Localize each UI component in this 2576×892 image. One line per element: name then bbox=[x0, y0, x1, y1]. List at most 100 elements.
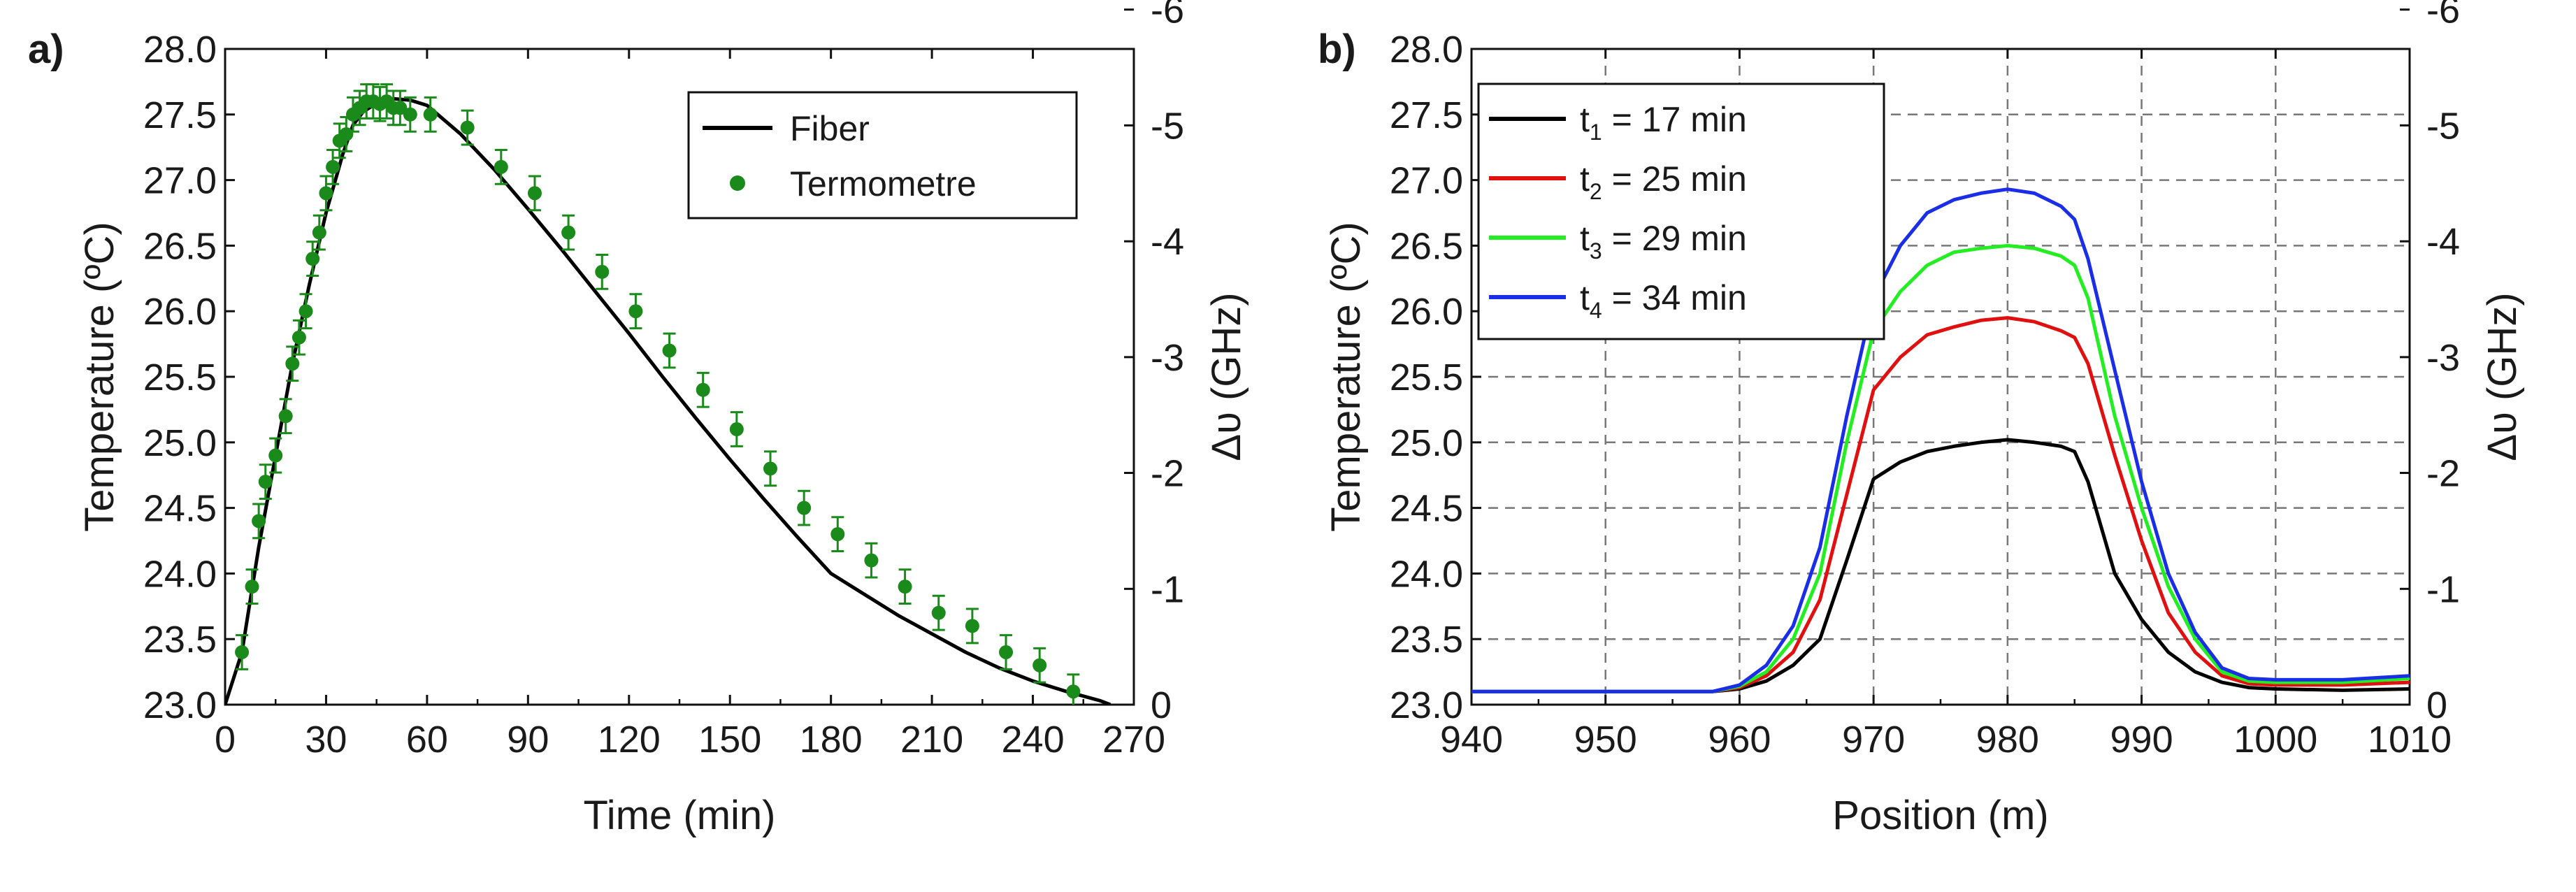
x-tick-label: 60 bbox=[406, 719, 448, 761]
y-tick-label: 24.0 bbox=[1390, 553, 1463, 595]
data-point bbox=[830, 527, 845, 542]
y-tick-label: 24.5 bbox=[1390, 488, 1463, 530]
y2-tick-label: -4 bbox=[1151, 221, 1184, 263]
x-tick-label: 30 bbox=[305, 719, 347, 761]
data-point bbox=[319, 186, 333, 201]
y-tick-label: 24.5 bbox=[143, 488, 217, 530]
x-tick-label: 90 bbox=[507, 719, 549, 761]
data-point bbox=[252, 514, 266, 528]
data-point bbox=[662, 343, 677, 358]
data-point bbox=[965, 619, 979, 633]
data-point bbox=[1032, 658, 1047, 672]
x-tick-label: 970 bbox=[1842, 719, 1905, 761]
y2-tick-label: -4 bbox=[2426, 221, 2460, 263]
y-tick-label: 23.5 bbox=[1390, 619, 1463, 661]
x-axis-title: Position (m) bbox=[1832, 793, 2048, 838]
x-tick-label: 950 bbox=[1574, 719, 1637, 761]
legend-label-t1: t1 = 17 min bbox=[1580, 100, 1747, 145]
data-point bbox=[595, 264, 610, 279]
data-point bbox=[931, 605, 946, 620]
legend-swatch-termometre bbox=[730, 175, 745, 191]
data-point bbox=[339, 127, 354, 141]
y-tick-label: 23.0 bbox=[1390, 684, 1463, 726]
data-point bbox=[797, 501, 812, 515]
data-point bbox=[235, 645, 250, 659]
y2-tick-label: -5 bbox=[2426, 105, 2460, 147]
y-tick-label: 26.0 bbox=[143, 291, 217, 333]
x-tick-label: 940 bbox=[1440, 719, 1503, 761]
y-tick-label: 27.5 bbox=[143, 94, 217, 136]
y2-tick-label: 0 bbox=[2426, 684, 2447, 726]
x-tick-label: 960 bbox=[1708, 719, 1771, 761]
y-tick-label: 25.0 bbox=[143, 422, 217, 464]
y2-tick-label: -5 bbox=[1151, 105, 1184, 147]
y2-tick-label: -6 bbox=[2426, 0, 2460, 31]
data-point bbox=[696, 382, 710, 397]
y-tick-label: 28.0 bbox=[143, 29, 217, 71]
series-group bbox=[225, 83, 1111, 705]
y2-tick-label: -1 bbox=[1151, 568, 1184, 610]
series-group bbox=[1472, 187, 2410, 693]
series-line-series-3 bbox=[1472, 243, 2410, 693]
data-point bbox=[278, 409, 293, 424]
legend-label-fiber: Fiber bbox=[790, 109, 870, 148]
data-point bbox=[298, 304, 313, 319]
y-tick-label: 25.0 bbox=[1390, 422, 1463, 464]
x-tick-label: 180 bbox=[800, 719, 863, 761]
y-tick-label: 23.5 bbox=[143, 619, 217, 661]
y-tick-label: 26.5 bbox=[143, 225, 217, 267]
x-tick-label: 990 bbox=[2110, 719, 2173, 761]
legend-label-t2: t2 = 25 min bbox=[1580, 159, 1747, 204]
data-point bbox=[561, 225, 576, 240]
y-tick-label: 28.0 bbox=[1390, 29, 1463, 71]
legend-label-termometre: Termometre bbox=[790, 164, 977, 203]
y2-tick-label: -3 bbox=[2426, 337, 2460, 379]
series-line-fiber bbox=[225, 96, 1111, 705]
x-tick-label: 210 bbox=[900, 719, 963, 761]
series-line-series-2 bbox=[1472, 316, 2410, 693]
x-tick-label: 980 bbox=[1976, 719, 2039, 761]
series-line-series-1 bbox=[1472, 438, 2410, 693]
legend-label-t3: t3 = 29 min bbox=[1580, 219, 1747, 264]
data-point bbox=[898, 580, 912, 594]
x-tick-label: 0 bbox=[215, 719, 236, 761]
panel-label: b) bbox=[1318, 27, 1356, 72]
y-tick-label: 27.0 bbox=[1390, 160, 1463, 202]
x-tick-label: 270 bbox=[1102, 719, 1165, 761]
data-point bbox=[729, 422, 744, 437]
data-point bbox=[628, 304, 643, 319]
y2-tick-label: -3 bbox=[1151, 337, 1184, 379]
legend-box bbox=[687, 91, 1078, 220]
x-tick-label: 240 bbox=[1002, 719, 1065, 761]
data-point bbox=[292, 330, 306, 345]
legend-label-t4: t4 = 34 min bbox=[1580, 278, 1747, 323]
data-point bbox=[305, 252, 320, 266]
y2-tick-label: -2 bbox=[1151, 453, 1184, 495]
y-tick-label: 26.5 bbox=[1390, 225, 1463, 267]
y-tick-label: 25.5 bbox=[143, 357, 217, 398]
y-axis-title: Temperature (ºC) bbox=[77, 222, 122, 531]
panel-a: 0 30 60 90 120 150 180 210 240 270 23.0 23.5 24.0 24.… bbox=[28, 0, 1249, 838]
data-point bbox=[285, 357, 300, 371]
data-point bbox=[494, 159, 508, 174]
legend: t1 = 17 min t2 = 25 min t3 = 29 min t4 = 34… bbox=[1477, 82, 1885, 340]
data-point bbox=[763, 461, 777, 476]
data-point bbox=[312, 225, 326, 240]
data-point bbox=[999, 645, 1014, 659]
y-tick-label: 27.5 bbox=[1390, 94, 1463, 136]
data-point bbox=[326, 159, 340, 174]
data-point bbox=[527, 186, 542, 201]
data-point bbox=[258, 475, 273, 489]
x-tick-label: 150 bbox=[698, 719, 761, 761]
data-point bbox=[393, 101, 408, 115]
x-axis-title: Time (min) bbox=[584, 793, 776, 838]
panel-b: 940 950 960 970 980 990 1000 1010 23.0 23.5 24.0 24… bbox=[1318, 0, 2525, 838]
y-tick-label: 23.0 bbox=[143, 684, 217, 726]
panel-label: a) bbox=[28, 27, 64, 72]
data-point bbox=[403, 107, 417, 122]
data-point bbox=[423, 107, 438, 122]
series-line-series-4 bbox=[1472, 187, 2410, 693]
y-tick-label: 24.0 bbox=[143, 553, 217, 595]
y2-tick-label: -1 bbox=[2426, 568, 2460, 610]
